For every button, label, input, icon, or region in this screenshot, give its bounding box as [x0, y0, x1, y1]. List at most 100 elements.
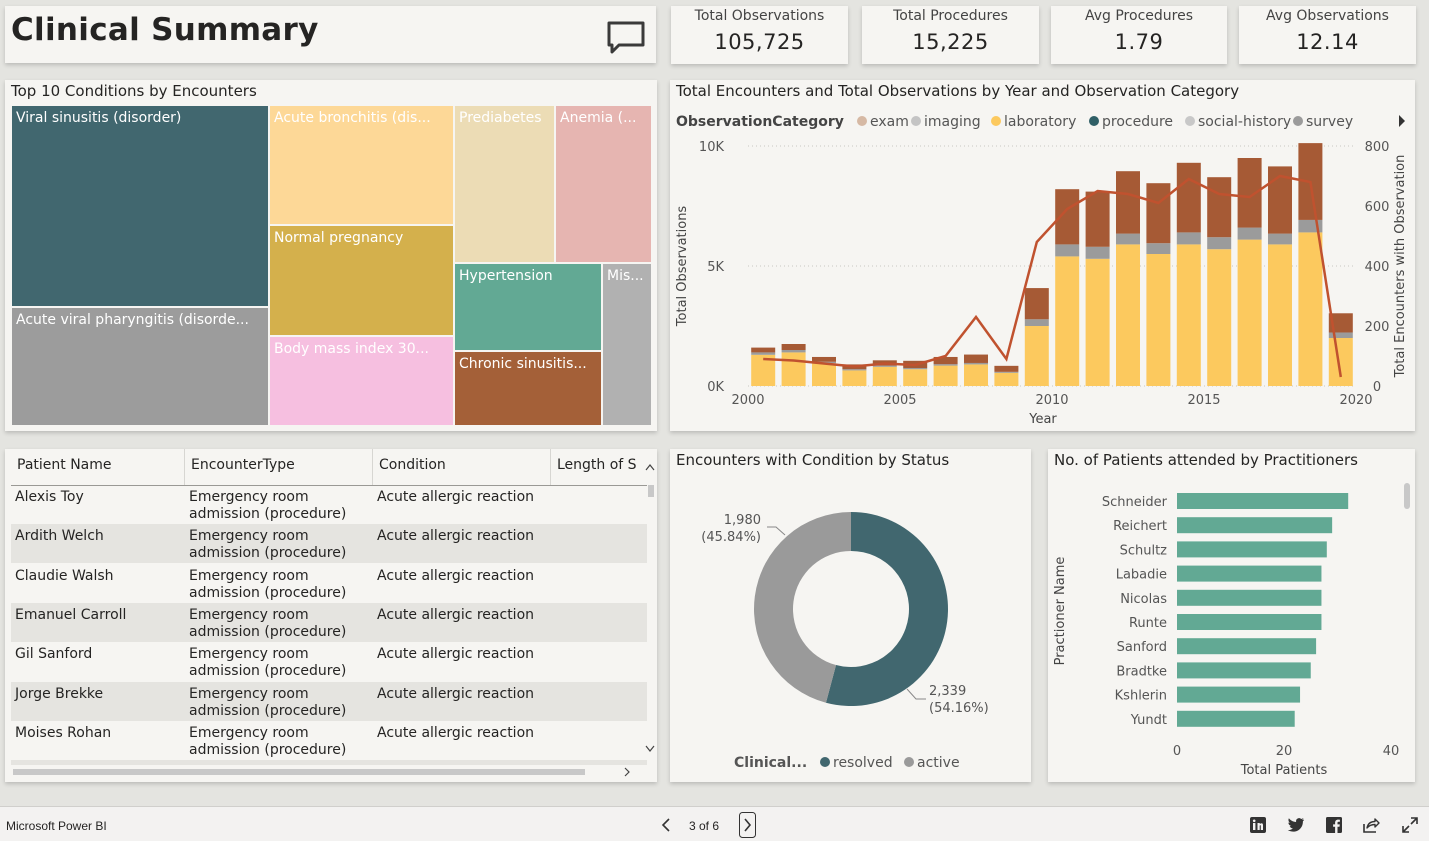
combo-chart-title: Total Encounters and Total Observations … — [676, 82, 1240, 100]
bar-segment — [1207, 237, 1232, 250]
bar-segment — [994, 365, 1019, 372]
table-row[interactable]: Ardith Welch Emergency room admission (pro… — [11, 524, 647, 564]
cell-condition: Acute allergic reaction — [377, 528, 535, 545]
scrollbar-thumb[interactable] — [648, 485, 654, 497]
comment-icon[interactable] — [603, 18, 649, 56]
treemap-cell[interactable]: Acute viral pharyngitis (disorde... — [11, 307, 269, 426]
practitioner-label: Schneider — [1102, 495, 1168, 510]
legend-next-icon[interactable] — [1399, 115, 1405, 127]
x-tick-label: 40 — [1383, 744, 1400, 759]
donut-slice — [825, 512, 949, 706]
encounter-type-line: admission (procedure) — [189, 741, 347, 758]
x-axis-title: Total Patients — [1240, 763, 1328, 778]
bar-segment — [1146, 254, 1171, 386]
scrollbar-thumb[interactable] — [1404, 483, 1410, 509]
cell-condition: Acute allergic reaction — [377, 606, 535, 623]
horizontal-scrollbar[interactable] — [11, 767, 641, 776]
treemap-area: Viral sinusitis (disorder) Acute viral ph… — [11, 105, 652, 426]
y2-axis-title: Total Encounters with Observation — [1393, 155, 1408, 379]
kpi-label: Total Observations — [694, 8, 825, 24]
bar-segment — [1237, 239, 1262, 386]
header-divider — [11, 485, 647, 486]
sort-ascending-icon[interactable] — [645, 463, 655, 471]
treemap-visual[interactable]: Top 10 Conditions by Encounters Viral si… — [5, 80, 657, 431]
kpi-label: Avg Procedures — [1084, 8, 1193, 24]
encounter-type-line: Emergency room — [189, 685, 309, 702]
cell-patient-name: Gil Sanford — [15, 646, 93, 663]
table-row[interactable]: Emanuel Carroll Emergency room admission (… — [11, 602, 647, 642]
treemap-cell[interactable]: Anemia (... — [555, 105, 652, 263]
x-tick-label: 0 — [1173, 744, 1181, 759]
column-header-condition[interactable]: Condition — [373, 449, 551, 485]
encounter-type-line: Emergency room — [189, 764, 346, 765]
bar-segment — [1176, 162, 1201, 233]
donut-title: Encounters with Condition by Status — [676, 451, 950, 469]
treemap-cell-label: Body mass index 30... — [274, 341, 429, 357]
legend-label: imaging — [924, 114, 981, 130]
bar-segment — [1328, 338, 1353, 386]
bar-segment — [1207, 177, 1232, 238]
column-header-encounter-type[interactable]: EncounterType — [185, 449, 373, 485]
encounter-type-line: admission (procedure) — [189, 545, 347, 562]
column-header-length-of-stay[interactable]: Length of S — [551, 449, 647, 485]
bar — [1177, 541, 1327, 558]
treemap-cell[interactable]: Body mass index 30... — [269, 336, 454, 426]
treemap-cell[interactable]: Mis... — [602, 263, 652, 426]
scrollbar-thumb[interactable] — [13, 769, 585, 775]
cell-patient-name: Moises Rohan — [15, 724, 112, 741]
treemap-cell[interactable]: Hypertension — [454, 263, 602, 351]
table-row[interactable]: Jorge Brekke Emergency room admission (pro… — [11, 681, 647, 721]
treemap-cell[interactable]: Prediabetes — [454, 105, 555, 263]
scroll-down-icon[interactable] — [645, 745, 655, 753]
legend-marker — [820, 757, 830, 767]
table-row[interactable]: Claudie Walsh Emergency room admission (pr… — [11, 564, 647, 603]
treemap-cell[interactable]: Viral sinusitis (disorder) — [11, 105, 269, 307]
encounter-type-line: Emergency room — [189, 528, 309, 545]
bar-segment — [751, 347, 776, 353]
linkedin-icon[interactable] — [1249, 816, 1267, 834]
table-row[interactable]: Alexis Toy Emergency room admission (proce… — [11, 485, 647, 524]
facebook-icon[interactable] — [1325, 816, 1343, 834]
donut-slice — [754, 512, 851, 703]
treemap-cell[interactable]: Acute bronchitis (dis... — [269, 105, 454, 225]
practitioner-label: Runte — [1129, 616, 1167, 631]
previous-page-icon[interactable] — [660, 817, 672, 833]
legend-label: procedure — [1102, 114, 1173, 130]
bar-chart-svg: Schneider Reichert Schultz Labadie Nicolas Ru… — [1053, 483, 1410, 778]
bar — [1177, 662, 1311, 679]
brand-link[interactable]: Microsoft Power BI — [6, 819, 107, 833]
vertical-scrollbar[interactable] — [647, 485, 655, 755]
combo-chart-svg: ObservationCategory exam imaging laboratory… — [675, 114, 1408, 427]
share-icon[interactable] — [1362, 816, 1380, 834]
next-page-icon[interactable] — [739, 812, 756, 838]
bar-segment — [964, 364, 988, 386]
treemap-cell[interactable]: Chronic sinusitis... — [454, 351, 602, 426]
cell-patient-name: Alexis Toy — [15, 489, 84, 505]
legend-label: survey — [1306, 114, 1353, 130]
x-tick-label: 20 — [1276, 744, 1293, 759]
encounter-type-line: admission (procedure) — [189, 584, 347, 601]
column-header-patient-name[interactable]: Patient Name — [11, 449, 185, 485]
x-tick-label: 2000 — [731, 393, 764, 408]
legend-marker — [857, 116, 867, 126]
combo-chart-visual[interactable]: Total Encounters and Total Observations … — [670, 80, 1415, 431]
page-indicator: 3 of 6 — [689, 819, 720, 833]
encounter-type-line: admission (procedure) — [189, 663, 347, 680]
encounters-table[interactable]: Patient Name EncounterType Condition Len… — [5, 449, 657, 782]
table-row[interactable]: Moises Rohan Emergency room admission (pro… — [11, 721, 647, 760]
fullscreen-icon[interactable] — [1401, 816, 1419, 834]
twitter-icon[interactable] — [1287, 816, 1305, 834]
treemap-cell-label: Mis... — [607, 268, 644, 284]
table-row[interactable]: Gil Sanford Emergency room admission (proc… — [11, 642, 647, 681]
bar-segment — [1116, 233, 1140, 245]
legend-marker — [911, 116, 921, 126]
scroll-right-icon[interactable] — [623, 767, 631, 777]
donut-chart-visual[interactable]: Encounters with Condition by Status 2,33… — [670, 449, 1031, 782]
encounter-type-line: Emergency room — [189, 489, 309, 505]
kpi-label: Total Procedures — [893, 8, 1008, 24]
treemap-cell[interactable]: Normal pregnancy — [269, 225, 454, 336]
practitioner-bar-visual[interactable]: No. of Patients attended by Practitioner… — [1048, 449, 1415, 782]
bar-segment — [1207, 249, 1232, 386]
